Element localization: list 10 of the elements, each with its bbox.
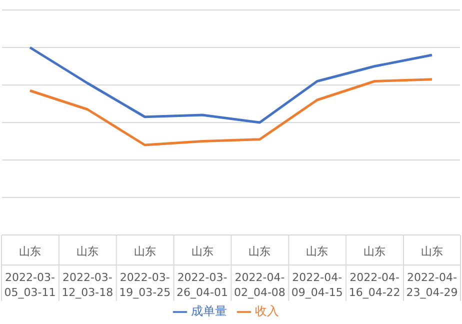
x-tick-label: 山东 2022-04-02_04-08 (234, 245, 286, 299)
x-tick-label: 山东 2022-04-09_04-15 (291, 245, 343, 299)
legend-label: 收入 (255, 304, 279, 318)
x-tick-label: 山东 2022-03-26_04-01 (176, 245, 228, 299)
x-tick-label: 山东 2022-03-12_03-18 (62, 245, 114, 299)
x-tick-label: 山东 2022-04-23_04-29 (406, 245, 458, 299)
x-tick-label: 山东 2022-03-19_03-25 (119, 245, 171, 299)
x-tick-label: 山东 2022-03-05_03-11 (4, 245, 56, 299)
x-tick-label: 山东 2022-04-16_04-22 (348, 245, 400, 299)
legend-label: 成单量 (191, 304, 227, 318)
